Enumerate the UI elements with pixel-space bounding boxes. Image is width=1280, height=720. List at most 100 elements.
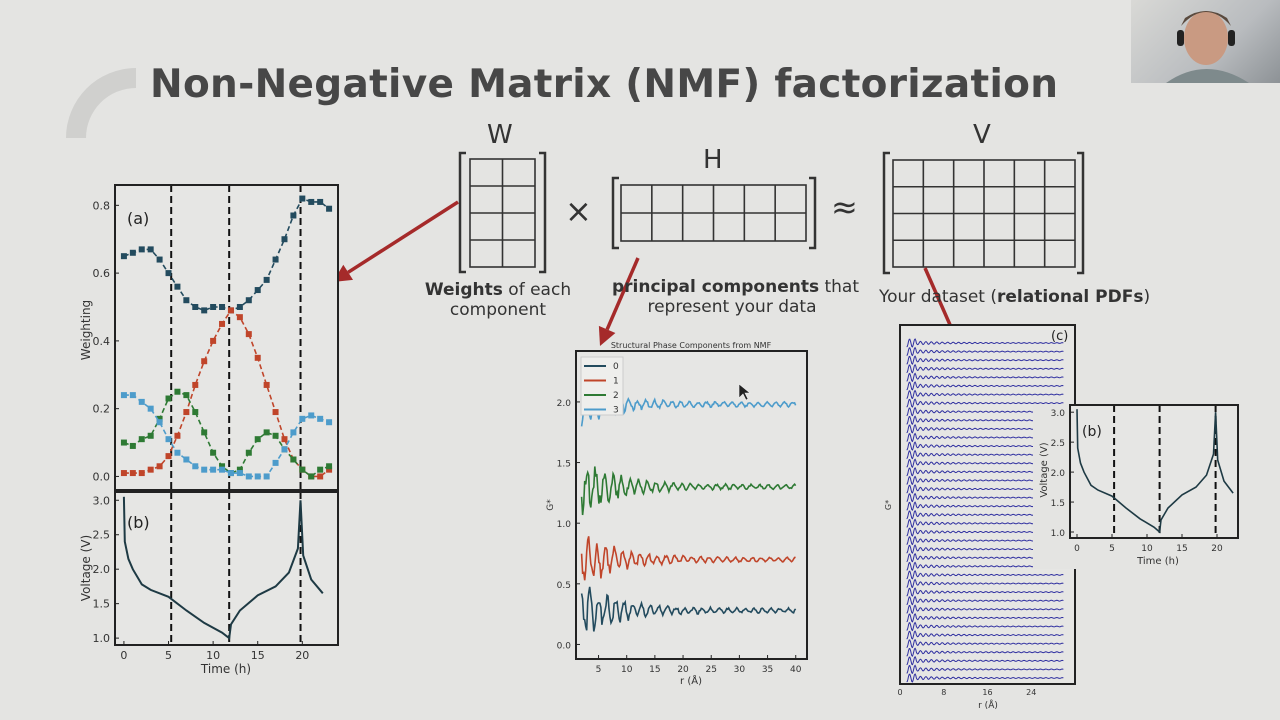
dataset-caption-pre: Your dataset ( [879,287,998,307]
y-tick-label: 0.4 [93,335,111,348]
pdf-curve [906,630,1064,640]
weighting-point [165,436,172,443]
weighting-point [281,436,288,443]
weighting-point [308,198,315,205]
pdf-curve [906,389,1064,400]
pdf-curve [906,613,1064,623]
inset-voltage-chart: 1.0 1.5 2.0 2.5 3.0 0 5 10 15 20 (b) Voltage (V) Tim… [1033,404,1240,569]
x-axis-label: r (Å) [978,699,998,711]
mouse-cursor-icon [738,383,751,401]
arrow-to-components [605,257,640,331]
y-tick-label: 0.0 [93,470,111,483]
components-caption: principal components that represent your… [612,277,859,317]
weighting-point [308,412,315,419]
weighting-point [245,331,252,338]
weighting-point [192,409,199,416]
weighting-point [290,456,297,463]
x-tick-label: 30 [734,665,746,675]
weighting-point [254,473,261,480]
x-tick-label: 35 [762,665,773,675]
x-tick-label: 0 [1074,544,1080,554]
pdf-curve [906,578,1064,589]
y-axis-label: G* [546,499,556,511]
dataset-caption-post: ) [1143,287,1151,307]
components-caption-line2: represent your data [647,297,817,317]
x-axis-label: Time (h) [200,662,251,676]
weighting-point [201,429,208,436]
weighting-point [308,473,315,480]
weighting-point [326,463,333,470]
weighting-point [156,463,163,470]
weights-caption-text: of each [502,280,572,300]
pdf-curve [906,595,1064,606]
pdf-curve [906,664,1064,675]
panel-label: (a) [127,209,149,228]
x-axis-label: r (Å) [680,674,702,687]
weighting-point [281,236,288,243]
arrow-to-components-head-icon [598,325,616,346]
x-tick-label: 8 [941,688,946,697]
pdf-curve [906,338,1064,348]
weighting-point [138,470,145,477]
weighting-point [192,463,199,470]
weighting-point [272,459,279,466]
matrix-w [458,151,547,274]
pdf-curve [906,638,1064,649]
plot-area [115,185,338,490]
weighting-point [120,253,127,260]
x-tick-label: 40 [790,665,802,675]
pdf-curve [906,346,1064,357]
weighting-point [129,392,136,399]
pdf-curve [906,587,1064,597]
weighting-point [263,429,270,436]
dataset-caption-bold: relational PDFs [997,287,1144,307]
matrix-h-brackets [611,176,817,250]
voltage-axes-frame [114,491,339,646]
y-tick-label: 2.5 [1051,439,1065,449]
weighting-point [138,398,145,405]
decorative-corner-shape [66,68,136,138]
inset-axes-frame [1069,404,1239,539]
y-tick-label: 1.5 [93,598,111,611]
x-tick-label: 0 [120,649,127,662]
weighting-point [210,304,217,310]
weighting-point [165,270,172,277]
pdf-curve [906,355,1064,365]
voltage-curve [1076,409,1234,534]
weighting-point [183,456,190,463]
matrix-w-label: W [487,120,513,150]
components-caption-bold: principal components [612,277,820,297]
pdf-curve [906,363,1064,374]
pdf-curve [906,655,1064,666]
weighting-point [210,337,217,344]
pdf-curve [906,570,1064,580]
weighting-point [263,381,270,388]
x-tick-label: 5 [165,649,172,662]
weighting-point [219,304,226,310]
weighting-point [299,466,306,473]
pdf-curve [906,647,1064,657]
webcam-thumbnail [1131,0,1280,83]
weighting-point [147,466,154,473]
weighting-point [138,246,145,253]
weighting-point [326,205,333,212]
x-tick-label: 16 [982,688,992,697]
x-tick-label: 10 [206,649,220,662]
weighting-point [210,466,217,473]
weighting-point [263,473,270,480]
x-tick-label: 10 [621,665,633,675]
pdf-curve [906,372,1064,383]
plot-area [1070,405,1238,538]
weighting-point [236,304,243,310]
weighting-point [156,256,163,263]
y-tick-label: 0.6 [93,267,111,280]
approx-symbol: ≈ [831,188,858,226]
y-tick-label: 2.5 [93,529,111,542]
weighting-point [227,470,234,477]
weighting-point [165,395,172,402]
y-tick-label: 1.0 [93,632,111,645]
pdf-curve [906,604,1064,614]
y-tick-label: 2.0 [1051,469,1066,479]
x-axis-label: Time (h) [1136,556,1179,567]
